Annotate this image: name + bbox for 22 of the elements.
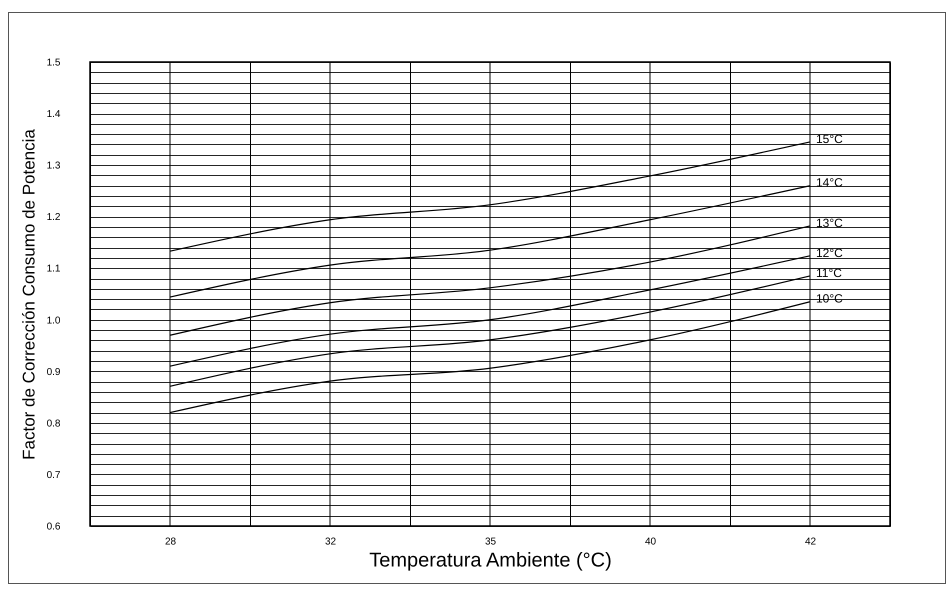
series-label: 12°C [816,246,844,260]
x-tick-label: 35 [484,536,496,548]
series-label: 11°C [816,266,842,280]
x-tick-label: 40 [644,536,656,548]
y-tick-label: 1.4 [46,109,61,120]
y-tick-label: 1.5 [46,58,61,68]
series-label: 14°C [816,176,844,190]
y-tick-label: 0.6 [46,522,61,532]
y-tick-label: 0.8 [46,418,61,430]
x-tick-label: 28 [164,536,176,548]
y-tick-label: 0.9 [46,366,61,378]
x-axis-title: Temperatura Ambiente (°C) [369,550,612,572]
series-label: 13°C [816,216,844,230]
y-tick-label: 1.0 [46,315,61,326]
x-tick-label: 42 [804,536,816,548]
x-tick-label: 32 [324,536,336,548]
y-tick-label: 1.1 [46,264,61,275]
y-tick-label: 1.3 [46,160,61,172]
series-label: 15°C [816,132,844,146]
y-axis-title: Factor de Corrección Consumo de Potencia [20,128,39,460]
y-tick-label: 0.7 [46,470,61,481]
y-tick-label: 1.2 [46,212,61,224]
